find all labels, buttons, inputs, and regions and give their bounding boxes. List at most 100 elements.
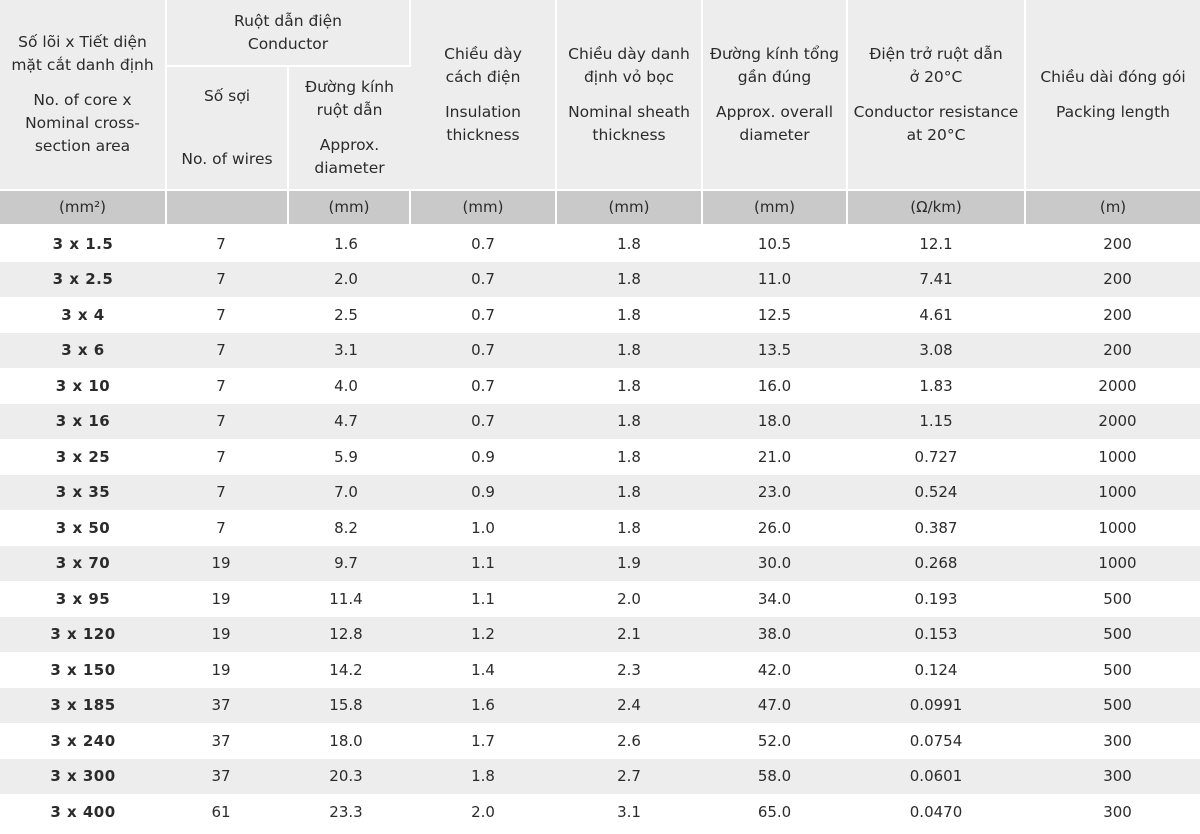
table-cell: 7 bbox=[216, 518, 226, 537]
table-cell: 3 x 95 bbox=[55, 589, 111, 608]
table-cell: 23.3 bbox=[329, 802, 363, 821]
table-cell: 20.3 bbox=[288, 758, 411, 794]
table-cell: 3 x 2.5 bbox=[0, 261, 166, 297]
table-cell: 1.1 bbox=[410, 545, 557, 581]
table-cell: 1.7 bbox=[471, 731, 495, 750]
header-conductor-diameter: Đường kính ruột dẫn Approx. diameter bbox=[288, 66, 411, 191]
unit-cell: (mm) bbox=[702, 190, 849, 226]
table-cell: 16.0 bbox=[757, 376, 792, 395]
table-cell: 1000 bbox=[1098, 518, 1137, 537]
table-cell: 3.08 bbox=[847, 332, 1026, 368]
header-overall-diameter: Đường kính tổng gần đúng Approx. overall… bbox=[702, 0, 849, 191]
table-cell: 10.5 bbox=[757, 234, 792, 253]
header-packing-length: Chiều dài đóng gói Packing length bbox=[1025, 0, 1200, 191]
table-cell: 3 x 150 bbox=[50, 660, 116, 679]
unit-cell: (m) bbox=[1025, 190, 1200, 226]
unit-cell: (mm²) bbox=[0, 190, 167, 226]
table-cell: 3 x 50 bbox=[55, 518, 111, 537]
table-cell: 0.524 bbox=[847, 474, 1026, 510]
table-cell: 7 bbox=[166, 403, 288, 439]
table-cell: 3 x 400 bbox=[50, 802, 116, 821]
table-cell: 0.0470 bbox=[909, 802, 963, 821]
table-cell: 1.8 bbox=[617, 305, 641, 324]
header-conductor-group: Ruột dẫn điện Conductor bbox=[166, 0, 412, 67]
table-cell: 3 x 4 bbox=[61, 305, 105, 324]
table-cell: 7 bbox=[216, 234, 226, 253]
table-cell: 12.5 bbox=[757, 305, 792, 324]
table-cell: 34.0 bbox=[757, 589, 792, 608]
table-row: 3 x 150 19 14.2 1.4 2.3 42.0 0.124 500 bbox=[0, 652, 1200, 688]
table-cell: 200 bbox=[1103, 305, 1132, 324]
table-cell: 19 bbox=[211, 589, 231, 608]
table-cell: 4.7 bbox=[288, 403, 411, 439]
table-row: 3 x 300 37 20.3 1.8 2.7 58.0 0.0601 300 bbox=[0, 758, 1200, 794]
table-cell: 3 x 35 bbox=[0, 474, 166, 510]
table-cell: 2.4 bbox=[556, 687, 703, 723]
table-cell: 0.9 bbox=[410, 474, 557, 510]
header-section-area-en: No. of core x Nominal cross- section are… bbox=[25, 91, 140, 155]
table-cell: 1.6 bbox=[334, 234, 358, 253]
table-cell: 58.0 bbox=[702, 758, 848, 794]
table-cell: 3 x 25 bbox=[55, 447, 111, 466]
table-cell: 200 bbox=[1103, 234, 1132, 253]
table-cell: 19 bbox=[211, 660, 231, 679]
table-row: 3 x 95 19 11.4 1.1 2.0 34.0 0.193 500 bbox=[0, 581, 1200, 617]
table-cell: 61 bbox=[211, 802, 231, 821]
table-cell: 19 bbox=[166, 545, 288, 581]
table-cell: 0.7 bbox=[471, 305, 495, 324]
table-cell: 500 bbox=[1025, 616, 1200, 652]
table-cell: 300 bbox=[1103, 802, 1132, 821]
header-sheath-en: Nominal sheath thickness bbox=[568, 102, 690, 144]
table-cell: 1.8 bbox=[617, 518, 641, 537]
table-row: 3 x 4 7 2.5 0.7 1.8 12.5 4.61 200 bbox=[0, 297, 1200, 333]
table-cell: 8.2 bbox=[334, 518, 358, 537]
table-cell: 1.8 bbox=[617, 376, 641, 395]
table-cell: 15.8 bbox=[288, 687, 411, 723]
table-cell: 2.3 bbox=[617, 660, 641, 679]
table-row: 3 x 1.5 7 1.6 0.7 1.8 10.5 12.1 200 bbox=[0, 225, 1200, 262]
table-cell: 30.0 bbox=[702, 545, 848, 581]
table-cell: 9.7 bbox=[288, 545, 411, 581]
header-sheath: Chiều dày danh định vỏ bọc Nominal sheat… bbox=[556, 0, 704, 191]
table-cell: 0.7 bbox=[410, 403, 557, 439]
table-cell: 2.1 bbox=[556, 616, 703, 652]
table-cell: 0.9 bbox=[471, 447, 495, 466]
table-cell: 3 x 10 bbox=[55, 376, 111, 395]
unit-cell: (Ω/km) bbox=[847, 190, 1027, 226]
header-resistance-vi: Điện trở ruột dẫn ở 20°C bbox=[869, 44, 1003, 86]
table-cell: 52.0 bbox=[757, 731, 792, 750]
table-cell: 4.0 bbox=[334, 376, 358, 395]
table-body: 3 x 1.5 7 1.6 0.7 1.8 10.5 12.1 200 3 x 2.5 7 2.0 0… bbox=[0, 225, 1200, 830]
table-cell: 7.0 bbox=[288, 474, 411, 510]
table-cell: 2000 bbox=[1098, 376, 1137, 395]
table-cell: 42.0 bbox=[757, 660, 792, 679]
table-cell: 0.0601 bbox=[847, 758, 1026, 794]
table-cell: 0.0754 bbox=[909, 731, 963, 750]
table-row: 3 x 70 19 9.7 1.1 1.9 30.0 0.268 1000 bbox=[0, 545, 1200, 581]
table-cell: 12.1 bbox=[919, 234, 953, 253]
table-cell: 1.1 bbox=[471, 589, 495, 608]
header-overall-diameter-vi: Đường kính tổng gần đúng bbox=[710, 44, 840, 86]
table-cell: 0.7 bbox=[471, 376, 495, 395]
table-row: 3 x 35 7 7.0 0.9 1.8 23.0 0.524 1000 bbox=[0, 474, 1200, 510]
table-cell: 0.268 bbox=[847, 545, 1026, 581]
table-cell: 65.0 bbox=[757, 802, 792, 821]
table-cell: 1000 bbox=[1025, 474, 1200, 510]
table-cell: 13.5 bbox=[702, 332, 848, 368]
table-cell: 23.0 bbox=[702, 474, 848, 510]
header-section-area: Số lõi x Tiết diện mặt cắt danh định No.… bbox=[0, 0, 167, 191]
table-cell: 1.0 bbox=[471, 518, 495, 537]
unit-cell: (mm) bbox=[556, 190, 704, 226]
table-cell: 3.1 bbox=[288, 332, 411, 368]
table-cell: 2.0 bbox=[471, 802, 495, 821]
table-cell: 1.8 bbox=[556, 474, 703, 510]
unit-cell: (mm) bbox=[410, 190, 558, 226]
header-conductor-diameter-en: Approx. diameter bbox=[314, 136, 385, 177]
header-resistance: Điện trở ruột dẫn ở 20°C Conductor resis… bbox=[847, 0, 1027, 191]
table-cell: 26.0 bbox=[757, 518, 792, 537]
table-cell: 3 x 300 bbox=[0, 758, 166, 794]
table-cell: 1.15 bbox=[847, 403, 1026, 439]
header-conductor-diameter-vi: Đường kính ruột dẫn bbox=[305, 78, 394, 119]
table-cell: 1.6 bbox=[410, 687, 557, 723]
table-cell: 21.0 bbox=[757, 447, 792, 466]
